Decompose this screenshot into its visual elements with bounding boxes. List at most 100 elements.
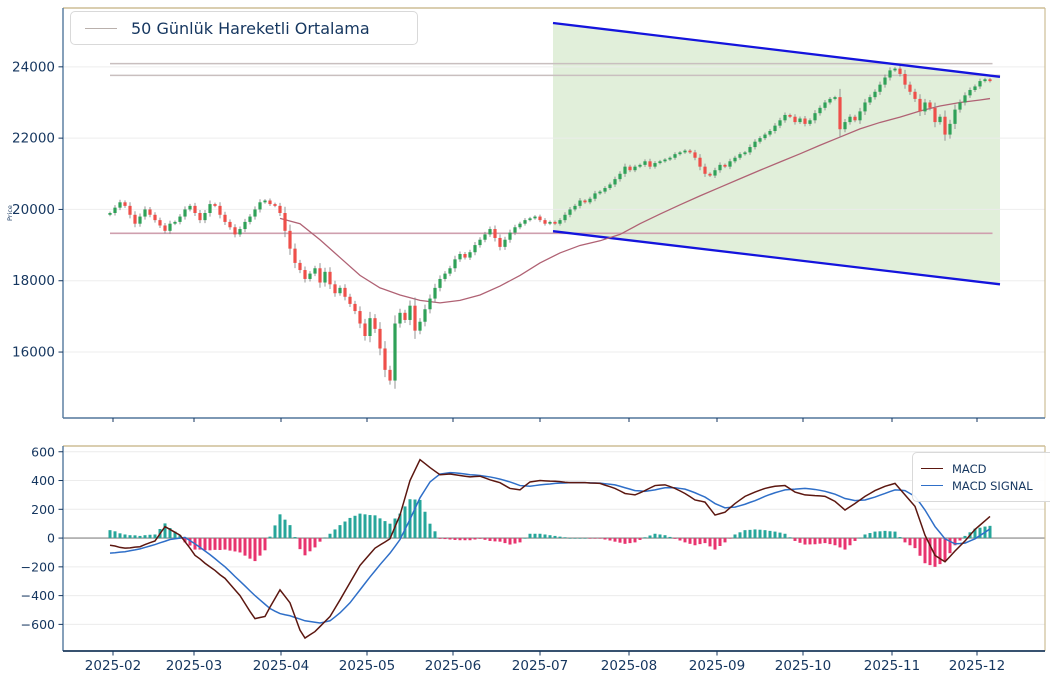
candle [968, 90, 972, 96]
axis-ticks-and-labels [58, 66, 978, 656]
candle [358, 311, 362, 324]
histogram-bar [483, 538, 487, 540]
histogram-bar [908, 538, 912, 546]
candle [473, 245, 477, 253]
candle [988, 79, 992, 82]
candle [373, 318, 377, 329]
candle [448, 268, 452, 274]
candle [913, 91, 917, 99]
candle [738, 154, 742, 158]
channel-fill-area [553, 22, 1000, 285]
histogram-bar [583, 538, 587, 539]
histogram-bar [428, 523, 432, 539]
candle [643, 161, 647, 165]
candle [573, 205, 577, 210]
candle [418, 321, 422, 331]
candle [443, 273, 447, 279]
candle [668, 157, 672, 160]
histogram-bar [148, 534, 152, 539]
histogram-bar [403, 506, 407, 539]
histogram-bar [328, 533, 332, 539]
histogram-bar [503, 538, 507, 544]
candle [243, 221, 247, 230]
histogram-bar [223, 538, 227, 550]
macd-signal-legend-label: MACD SIGNAL [952, 478, 1033, 493]
candle [523, 220, 527, 224]
price-axis-label: Price [6, 205, 14, 221]
histogram-bar [853, 538, 857, 541]
histogram-bar [593, 538, 597, 539]
candle [868, 97, 872, 103]
histogram-bar [778, 532, 782, 539]
candle [608, 184, 612, 189]
candle [563, 214, 567, 221]
candle [388, 369, 392, 381]
xtick-label: 2025-03 [166, 658, 222, 674]
histogram-bar [243, 538, 247, 556]
histogram-bar [498, 538, 502, 542]
histogram-bar [518, 538, 522, 543]
histogram-bar [318, 538, 322, 542]
candle [118, 202, 122, 208]
histogram-bar [218, 538, 222, 551]
histogram-bar [893, 531, 897, 539]
histogram-bar [948, 538, 952, 554]
histogram-bar [738, 532, 742, 539]
candle [293, 248, 297, 263]
support-resistance-lines [110, 62, 1000, 235]
histogram-bar [588, 538, 592, 539]
price-ytick-label: 22000 [12, 131, 55, 147]
histogram-bar [728, 538, 732, 539]
candle [773, 125, 777, 131]
candle [578, 200, 582, 206]
candle [928, 102, 932, 108]
histogram-bar [133, 535, 137, 539]
candle [323, 271, 327, 283]
xtick-label: 2025-11 [864, 658, 920, 674]
candle [138, 216, 142, 224]
candle [518, 223, 522, 228]
price-ytick-label: 18000 [12, 273, 55, 289]
candle [623, 166, 627, 174]
macd-line [109, 458, 991, 640]
macd-ytick-label: −600 [21, 617, 55, 632]
histogram-bar [683, 538, 687, 543]
candle [603, 188, 607, 192]
histogram-bar [463, 538, 467, 541]
candle [108, 213, 112, 215]
candle [703, 166, 707, 174]
candle [263, 200, 267, 203]
candle [818, 107, 822, 114]
xtick-label: 2025-10 [775, 658, 831, 674]
candle [908, 84, 912, 92]
histogram-bar [688, 538, 692, 544]
candle [123, 202, 127, 206]
candle [133, 214, 137, 224]
histogram-bar [368, 515, 372, 539]
candle [838, 97, 842, 130]
histogram-bar [603, 538, 607, 540]
xtick-label: 2025-05 [339, 658, 395, 674]
histogram-bar [913, 538, 917, 549]
histogram-bar [508, 538, 512, 545]
histogram-bar [308, 538, 312, 552]
histogram-bar [633, 538, 637, 543]
candle [733, 157, 737, 162]
histogram-bar [708, 538, 712, 547]
histogram-bar [793, 538, 797, 541]
histogram-bar [943, 538, 947, 562]
histogram-bar [493, 538, 497, 542]
histogram-bar [823, 538, 827, 544]
histogram-bar [658, 534, 662, 539]
price-gridlines [63, 66, 1045, 353]
candle [428, 298, 432, 310]
histogram-bar [953, 538, 957, 546]
ma50-legend-line-sample [85, 27, 117, 29]
macd-ytick-label: 400 [31, 473, 55, 488]
histogram-bar [343, 521, 347, 539]
candle [708, 173, 712, 176]
candle [713, 170, 717, 176]
histogram-bar [118, 533, 122, 539]
